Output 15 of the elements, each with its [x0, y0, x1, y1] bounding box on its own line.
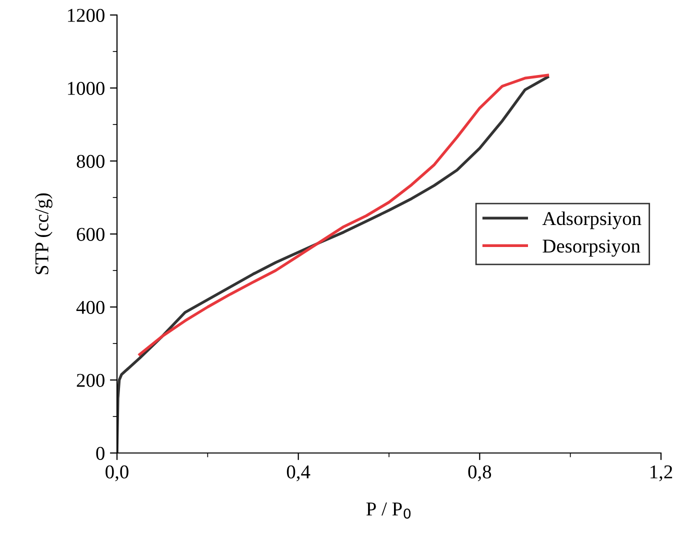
y-tick-label: 600	[76, 228, 104, 241]
y-tick-label: 1000	[68, 82, 104, 95]
x-tick-label: 0,8	[468, 465, 492, 482]
y-tick-label: 400	[76, 300, 104, 314]
y-tick-label: 200	[76, 374, 104, 387]
y-axis-title: STP (cc/g)	[34, 193, 52, 274]
legend-label: Adsorpsiyon	[542, 211, 642, 230]
y-tick-label: 1200	[68, 8, 104, 22]
legend-label: Desorpsiyon	[542, 240, 640, 257]
y-tick-label: 0	[96, 446, 104, 460]
x-tick-label: 0,4	[286, 465, 310, 482]
x-tick-label: 0,0	[106, 465, 128, 482]
x-axis-title: P / P$_{0}$	[366, 502, 411, 519]
x-tick-label: 1,2	[650, 465, 672, 482]
y-tick-label: 800	[76, 154, 104, 168]
